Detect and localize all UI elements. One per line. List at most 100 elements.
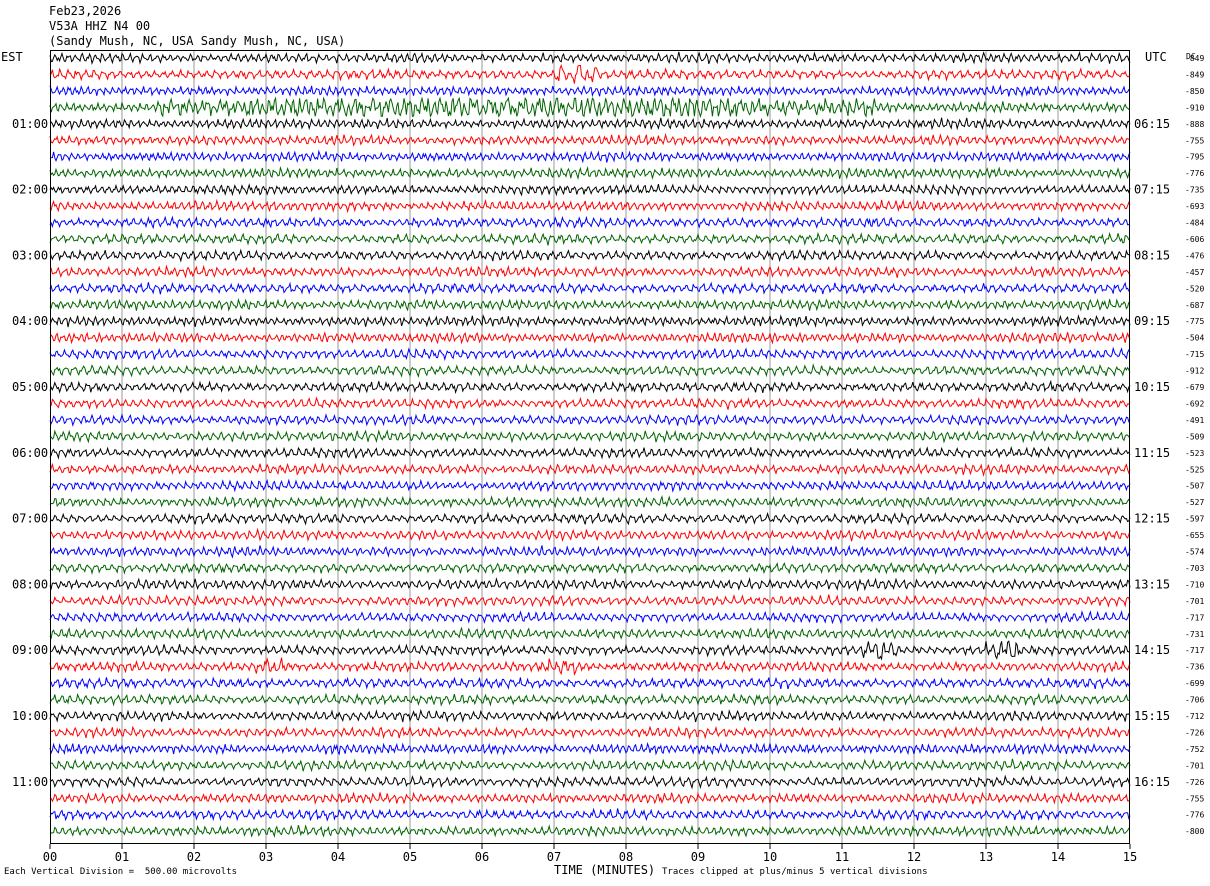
x-tick-label: 10 — [763, 850, 777, 864]
seismic-traces — [49, 50, 1131, 839]
trace-row — [49, 396, 1131, 411]
utc-time-label: 14:15 — [1134, 643, 1170, 657]
utc-time-label: 08:15 — [1134, 248, 1170, 262]
dc-offset-label: -736 — [1185, 663, 1204, 672]
dc-offset-label: -703 — [1185, 564, 1204, 573]
dc-offset-label: -726 — [1185, 728, 1204, 737]
dc-offset-label: -484 — [1185, 219, 1204, 228]
dc-offset-label: -699 — [1185, 679, 1204, 688]
dc-offset-label: -655 — [1185, 531, 1204, 540]
dc-offset-label: -574 — [1185, 548, 1204, 557]
scale-note: Each Vertical Division = 500.00 microvol… — [4, 867, 237, 877]
x-tick-label: 13 — [979, 850, 993, 864]
chart-location: (Sandy Mush, NC, USA Sandy Mush, NC, USA… — [49, 34, 346, 48]
trace-row — [49, 281, 1131, 295]
dc-offset-label: -800 — [1185, 827, 1204, 836]
dc-offset-label: -850 — [1185, 87, 1204, 96]
trace-row — [49, 231, 1131, 247]
x-tick-label: 01 — [115, 850, 129, 864]
trace-row — [49, 511, 1131, 526]
est-time-label: 11:00 — [12, 775, 48, 789]
dc-offset-label: -687 — [1185, 301, 1204, 310]
trace-row — [49, 774, 1131, 790]
dc-offset-label: -912 — [1185, 367, 1204, 376]
trace-row — [49, 379, 1131, 395]
utc-axis-label: UTC — [1145, 50, 1167, 64]
x-tick-label: 08 — [619, 850, 633, 864]
plot-border — [50, 50, 1130, 844]
trace-row — [49, 626, 1131, 642]
est-time-label: 07:00 — [12, 512, 48, 526]
trace-row — [49, 215, 1131, 230]
utc-time-label: 16:15 — [1134, 775, 1170, 789]
dc-offset-label: -523 — [1185, 449, 1204, 458]
x-tick-label: 00 — [43, 850, 57, 864]
trace-row — [49, 297, 1131, 312]
trace-row — [49, 577, 1131, 592]
trace-row — [49, 429, 1131, 444]
dc-offset-label: -775 — [1185, 317, 1204, 326]
dc-offset-label: -597 — [1185, 515, 1204, 524]
utc-time-label: 06:15 — [1134, 117, 1170, 131]
dc-offset-label: -726 — [1185, 778, 1204, 787]
trace-row — [49, 478, 1131, 493]
trace-row — [49, 183, 1131, 197]
x-tick-label: 07 — [547, 850, 561, 864]
chart-date: Feb23,2026 — [49, 4, 122, 18]
grid-lines — [121, 50, 1059, 844]
trace-row — [49, 593, 1131, 608]
x-tick-label: 02 — [187, 850, 201, 864]
trace-row — [49, 640, 1131, 661]
dc-offset-label: -735 — [1185, 186, 1204, 195]
est-time-label: 06:00 — [12, 446, 48, 460]
utc-time-label: 13:15 — [1134, 577, 1170, 591]
clip-note: Traces clipped at plus/minus 5 vertical … — [662, 867, 928, 877]
dc-offset-label: -701 — [1185, 761, 1204, 770]
trace-row — [49, 165, 1131, 180]
dc-offset-label: -520 — [1185, 284, 1204, 293]
dc-offset-label: -504 — [1185, 334, 1204, 343]
utc-time-labels: 06:15 07:15 08:15 09:15 10:15 11:15 12:15 13:15… — [1134, 117, 1170, 789]
dc-offset-label: -776 — [1185, 169, 1204, 178]
trace-row — [49, 561, 1131, 576]
utc-time-label: 11:15 — [1134, 446, 1170, 460]
x-tick-label: 12 — [907, 850, 921, 864]
dc-offset-label: -910 — [1185, 103, 1204, 112]
trace-row — [49, 149, 1131, 164]
trace-row — [49, 133, 1131, 147]
est-time-labels: 01:00 02:00 03:00 04:00 05:00 06:00 07:00 08:00… — [12, 117, 48, 789]
est-time-label: 08:00 — [12, 577, 48, 591]
x-tick-label: 09 — [691, 850, 705, 864]
dc-offset-label: -849 — [1185, 70, 1204, 79]
dc-offset-label: -795 — [1185, 153, 1204, 162]
dc-offset-label: -507 — [1185, 482, 1204, 491]
est-time-label: 02:00 — [12, 183, 48, 197]
est-time-label: 03:00 — [12, 248, 48, 262]
utc-time-label: 12:15 — [1134, 512, 1170, 526]
trace-row — [49, 117, 1131, 131]
dc-axis-label: DC — [1186, 52, 1196, 61]
dc-offset-label: -752 — [1185, 745, 1204, 754]
trace-row — [49, 346, 1131, 362]
trace-row — [49, 708, 1131, 723]
trace-row — [49, 758, 1131, 773]
est-time-label: 10:00 — [12, 709, 48, 723]
trace-row — [49, 264, 1131, 279]
dc-offset-label: -457 — [1185, 268, 1204, 277]
dc-offset-label: -776 — [1185, 811, 1204, 820]
dc-offset-label: -679 — [1185, 383, 1204, 392]
est-time-label: 01:00 — [12, 117, 48, 131]
trace-row — [49, 50, 1131, 65]
x-tick-label: 06 — [475, 850, 489, 864]
x-tick-label: 05 — [403, 850, 417, 864]
trace-row — [49, 676, 1131, 690]
trace-row — [49, 96, 1131, 119]
x-axis-ticks: 00 01 02 03 04 05 06 07 08 09 10 11 12 13 14 15 — [43, 844, 1137, 864]
trace-row — [49, 824, 1131, 839]
est-time-label: 04:00 — [12, 314, 48, 328]
dc-offset-label: -888 — [1185, 120, 1204, 129]
x-axis-title: TIME (MINUTES) — [554, 863, 656, 877]
trace-row — [49, 413, 1131, 427]
trace-row — [49, 527, 1131, 543]
trace-row — [49, 692, 1131, 707]
